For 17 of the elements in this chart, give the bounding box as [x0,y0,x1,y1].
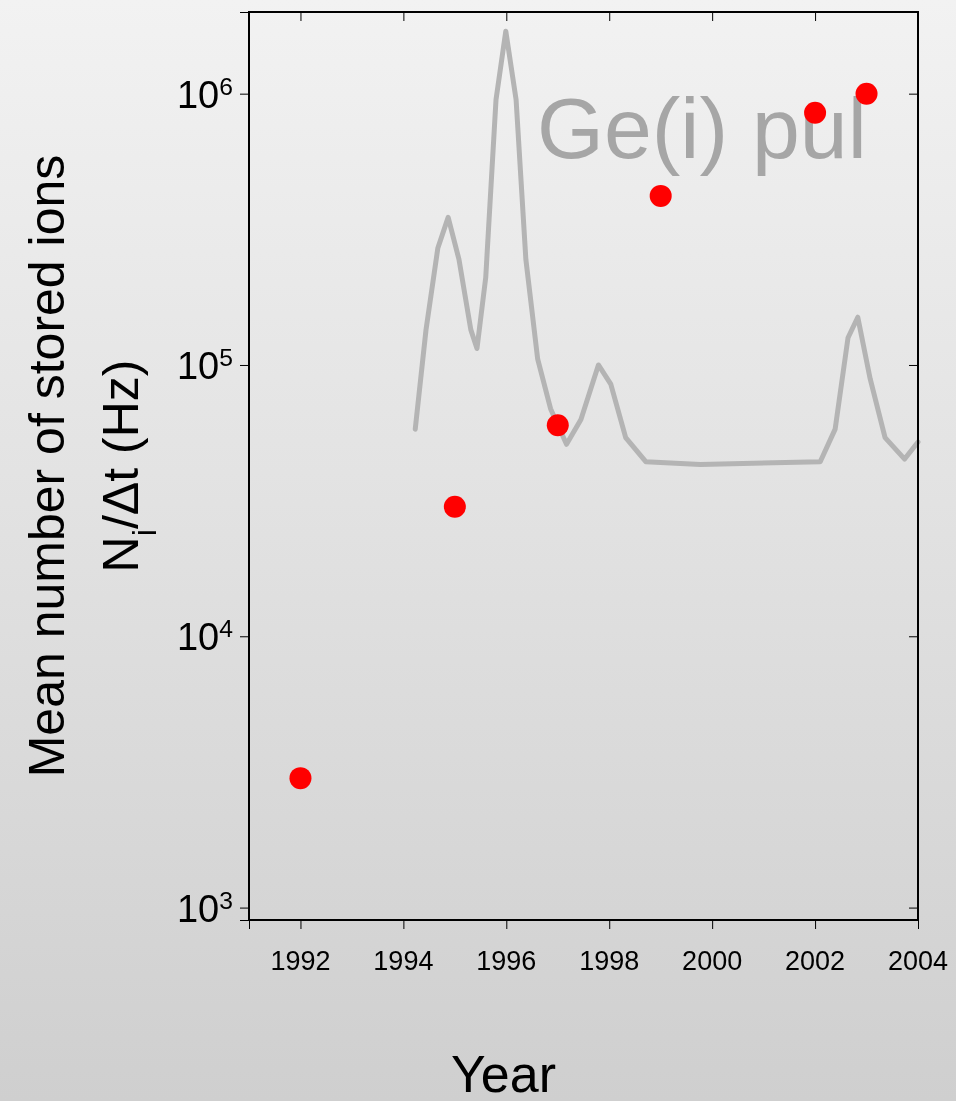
point [443,495,466,518]
annotation: Ge(i) pul [537,80,867,176]
x-tick-label: 1994 [373,946,434,976]
point [546,414,569,437]
point [289,767,312,790]
y-tick-label: 10$^{5}$ [176,343,233,387]
x-tick-label: 1992 [270,946,331,976]
y-tick-label: 10$^{3}$ [176,886,233,930]
y-tick-label: 10$^{6}$ [176,72,233,116]
x-tick-label: 2004 [887,946,949,976]
x-tick-label: 2002 [785,946,846,976]
x-tick-label: 1996 [476,946,537,976]
point [649,184,672,207]
y-tick-label: 10$^{4}$ [176,614,233,659]
x-axis-title: Year [450,1045,557,1101]
x-tick-label: 2000 [682,946,743,976]
x-tick-label: 1998 [579,946,640,976]
